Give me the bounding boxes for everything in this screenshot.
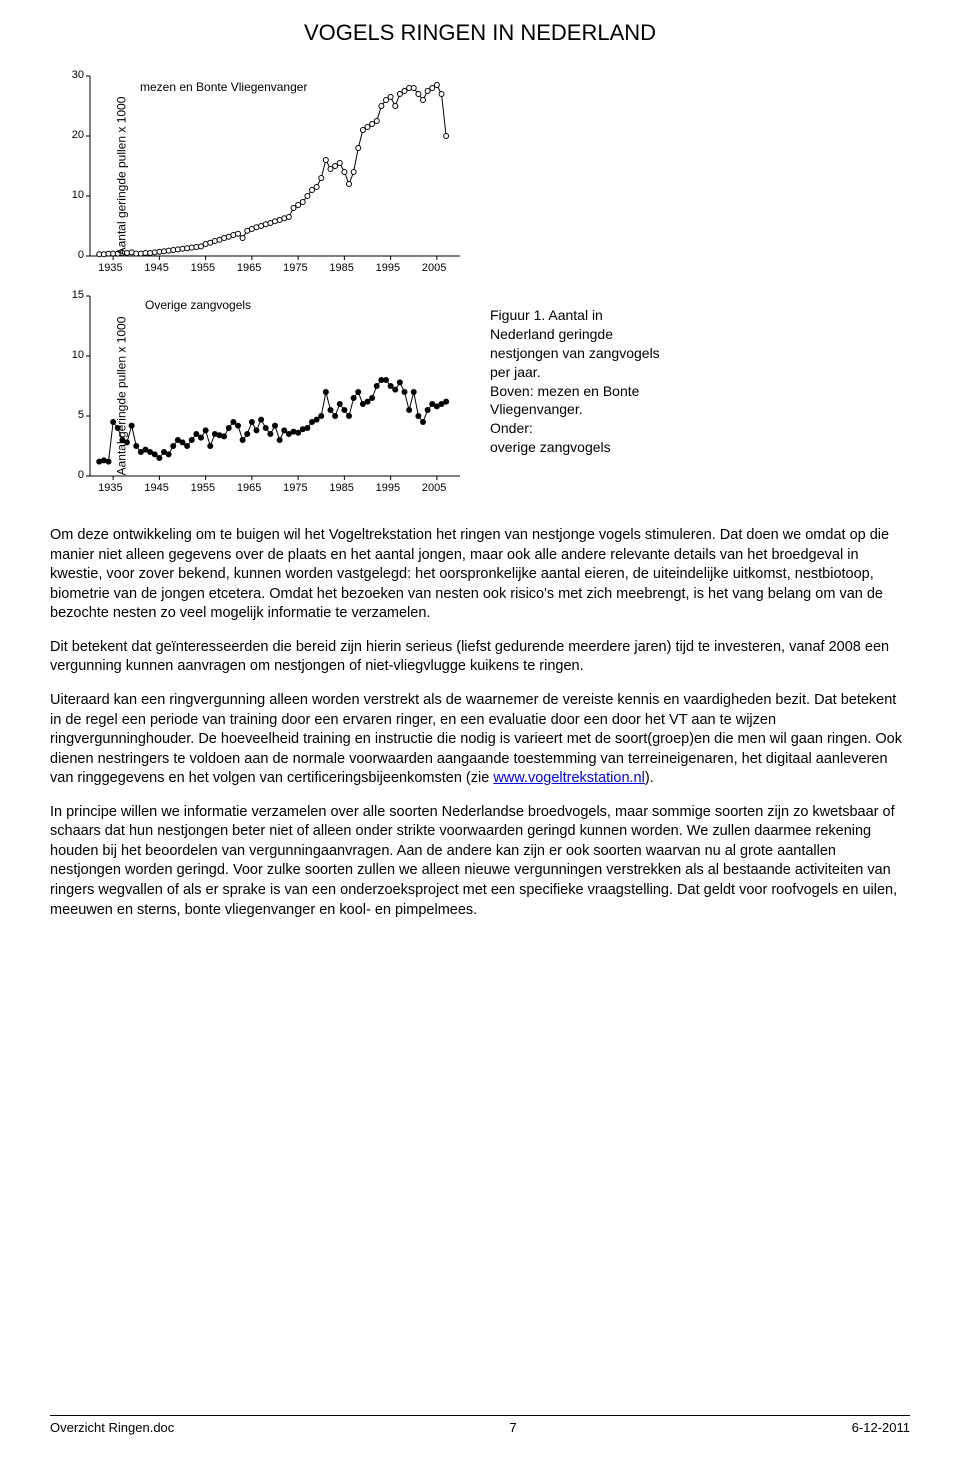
xtick-label: 1935 — [98, 482, 122, 494]
xtick-label: 2005 — [422, 262, 446, 274]
ytick-label: 10 — [72, 189, 84, 201]
xtick-label: 1995 — [376, 482, 400, 494]
ytick-label: 0 — [78, 469, 84, 481]
paragraph-2: Dit betekent dat geïnteresseerden die be… — [50, 638, 910, 677]
paragraph-1: Om deze ontwikkeling om te buigen wil he… — [50, 526, 910, 624]
paragraph-3: Uiteraard kan een ringvergunning alleen … — [50, 691, 910, 789]
caption-line: Nederland geringde — [490, 325, 710, 344]
ytick-label: 30 — [72, 69, 84, 81]
caption-line: nestjongen van zangvogels — [490, 344, 710, 363]
caption-line: Onder: — [490, 419, 710, 438]
p3-text-a: Uiteraard kan een ringvergunning alleen … — [50, 692, 902, 786]
footer-right: 6-12-2011 — [852, 1420, 910, 1435]
chart-1: Aantal geringde pullen x 1000 0 10 20 30 193… — [50, 66, 470, 286]
page-title: VOGELS RINGEN IN NEDERLAND — [50, 20, 910, 46]
ytick-label: 15 — [72, 289, 84, 301]
xtick-label: 1955 — [191, 482, 215, 494]
series-label: Overige zangvogels — [145, 298, 251, 312]
xtick-label: 1955 — [191, 262, 215, 274]
caption-line: Vliegenvanger. — [490, 400, 710, 419]
xtick-label: 1975 — [283, 482, 307, 494]
ytick-label: 10 — [72, 349, 84, 361]
caption-line: Figuur 1. Aantal in — [490, 306, 710, 325]
ytick-label: 20 — [72, 129, 84, 141]
page-footer: Overzicht Ringen.doc 7 6-12-2011 — [50, 1415, 910, 1435]
figure-caption: Figuur 1. Aantal in Nederland geringde n… — [470, 66, 710, 457]
xtick-label: 1995 — [376, 262, 400, 274]
xtick-label: 1985 — [329, 482, 353, 494]
xtick-label: 1945 — [144, 482, 168, 494]
footer-center: 7 — [509, 1420, 516, 1435]
xtick-label: 1965 — [237, 482, 261, 494]
xtick-label: 2005 — [422, 482, 446, 494]
chart1-ylabel: Aantal geringde pullen x 1000 — [114, 97, 128, 256]
xtick-label: 1935 — [98, 262, 122, 274]
footer-left: Overzicht Ringen.doc — [50, 1420, 174, 1435]
charts-column: Aantal geringde pullen x 1000 0 10 20 30 193… — [50, 66, 470, 506]
series-label: mezen en Bonte Vliegenvanger — [140, 80, 307, 94]
vogeltrekstation-link[interactable]: www.vogeltrekstation.nl — [493, 770, 645, 786]
xtick-label: 1965 — [237, 262, 261, 274]
xtick-label: 1985 — [329, 262, 353, 274]
chart-2: Aantal geringde pullen x 1000 0 5 10 15 1935… — [50, 286, 470, 506]
caption-line: overige zangvogels — [490, 438, 710, 457]
ytick-label: 5 — [78, 409, 84, 421]
p3-text-b: ). — [645, 770, 654, 786]
chart2-ylabel: Aantal geringde pullen x 1000 — [114, 317, 128, 476]
xtick-label: 1945 — [144, 262, 168, 274]
ytick-label: 0 — [78, 249, 84, 261]
figure-block: Aantal geringde pullen x 1000 0 10 20 30 193… — [50, 66, 910, 506]
caption-line: per jaar. — [490, 363, 710, 382]
xtick-label: 1975 — [283, 262, 307, 274]
paragraph-4: In principe willen we informatie verzame… — [50, 803, 910, 920]
caption-line: Boven: mezen en Bonte — [490, 382, 710, 401]
